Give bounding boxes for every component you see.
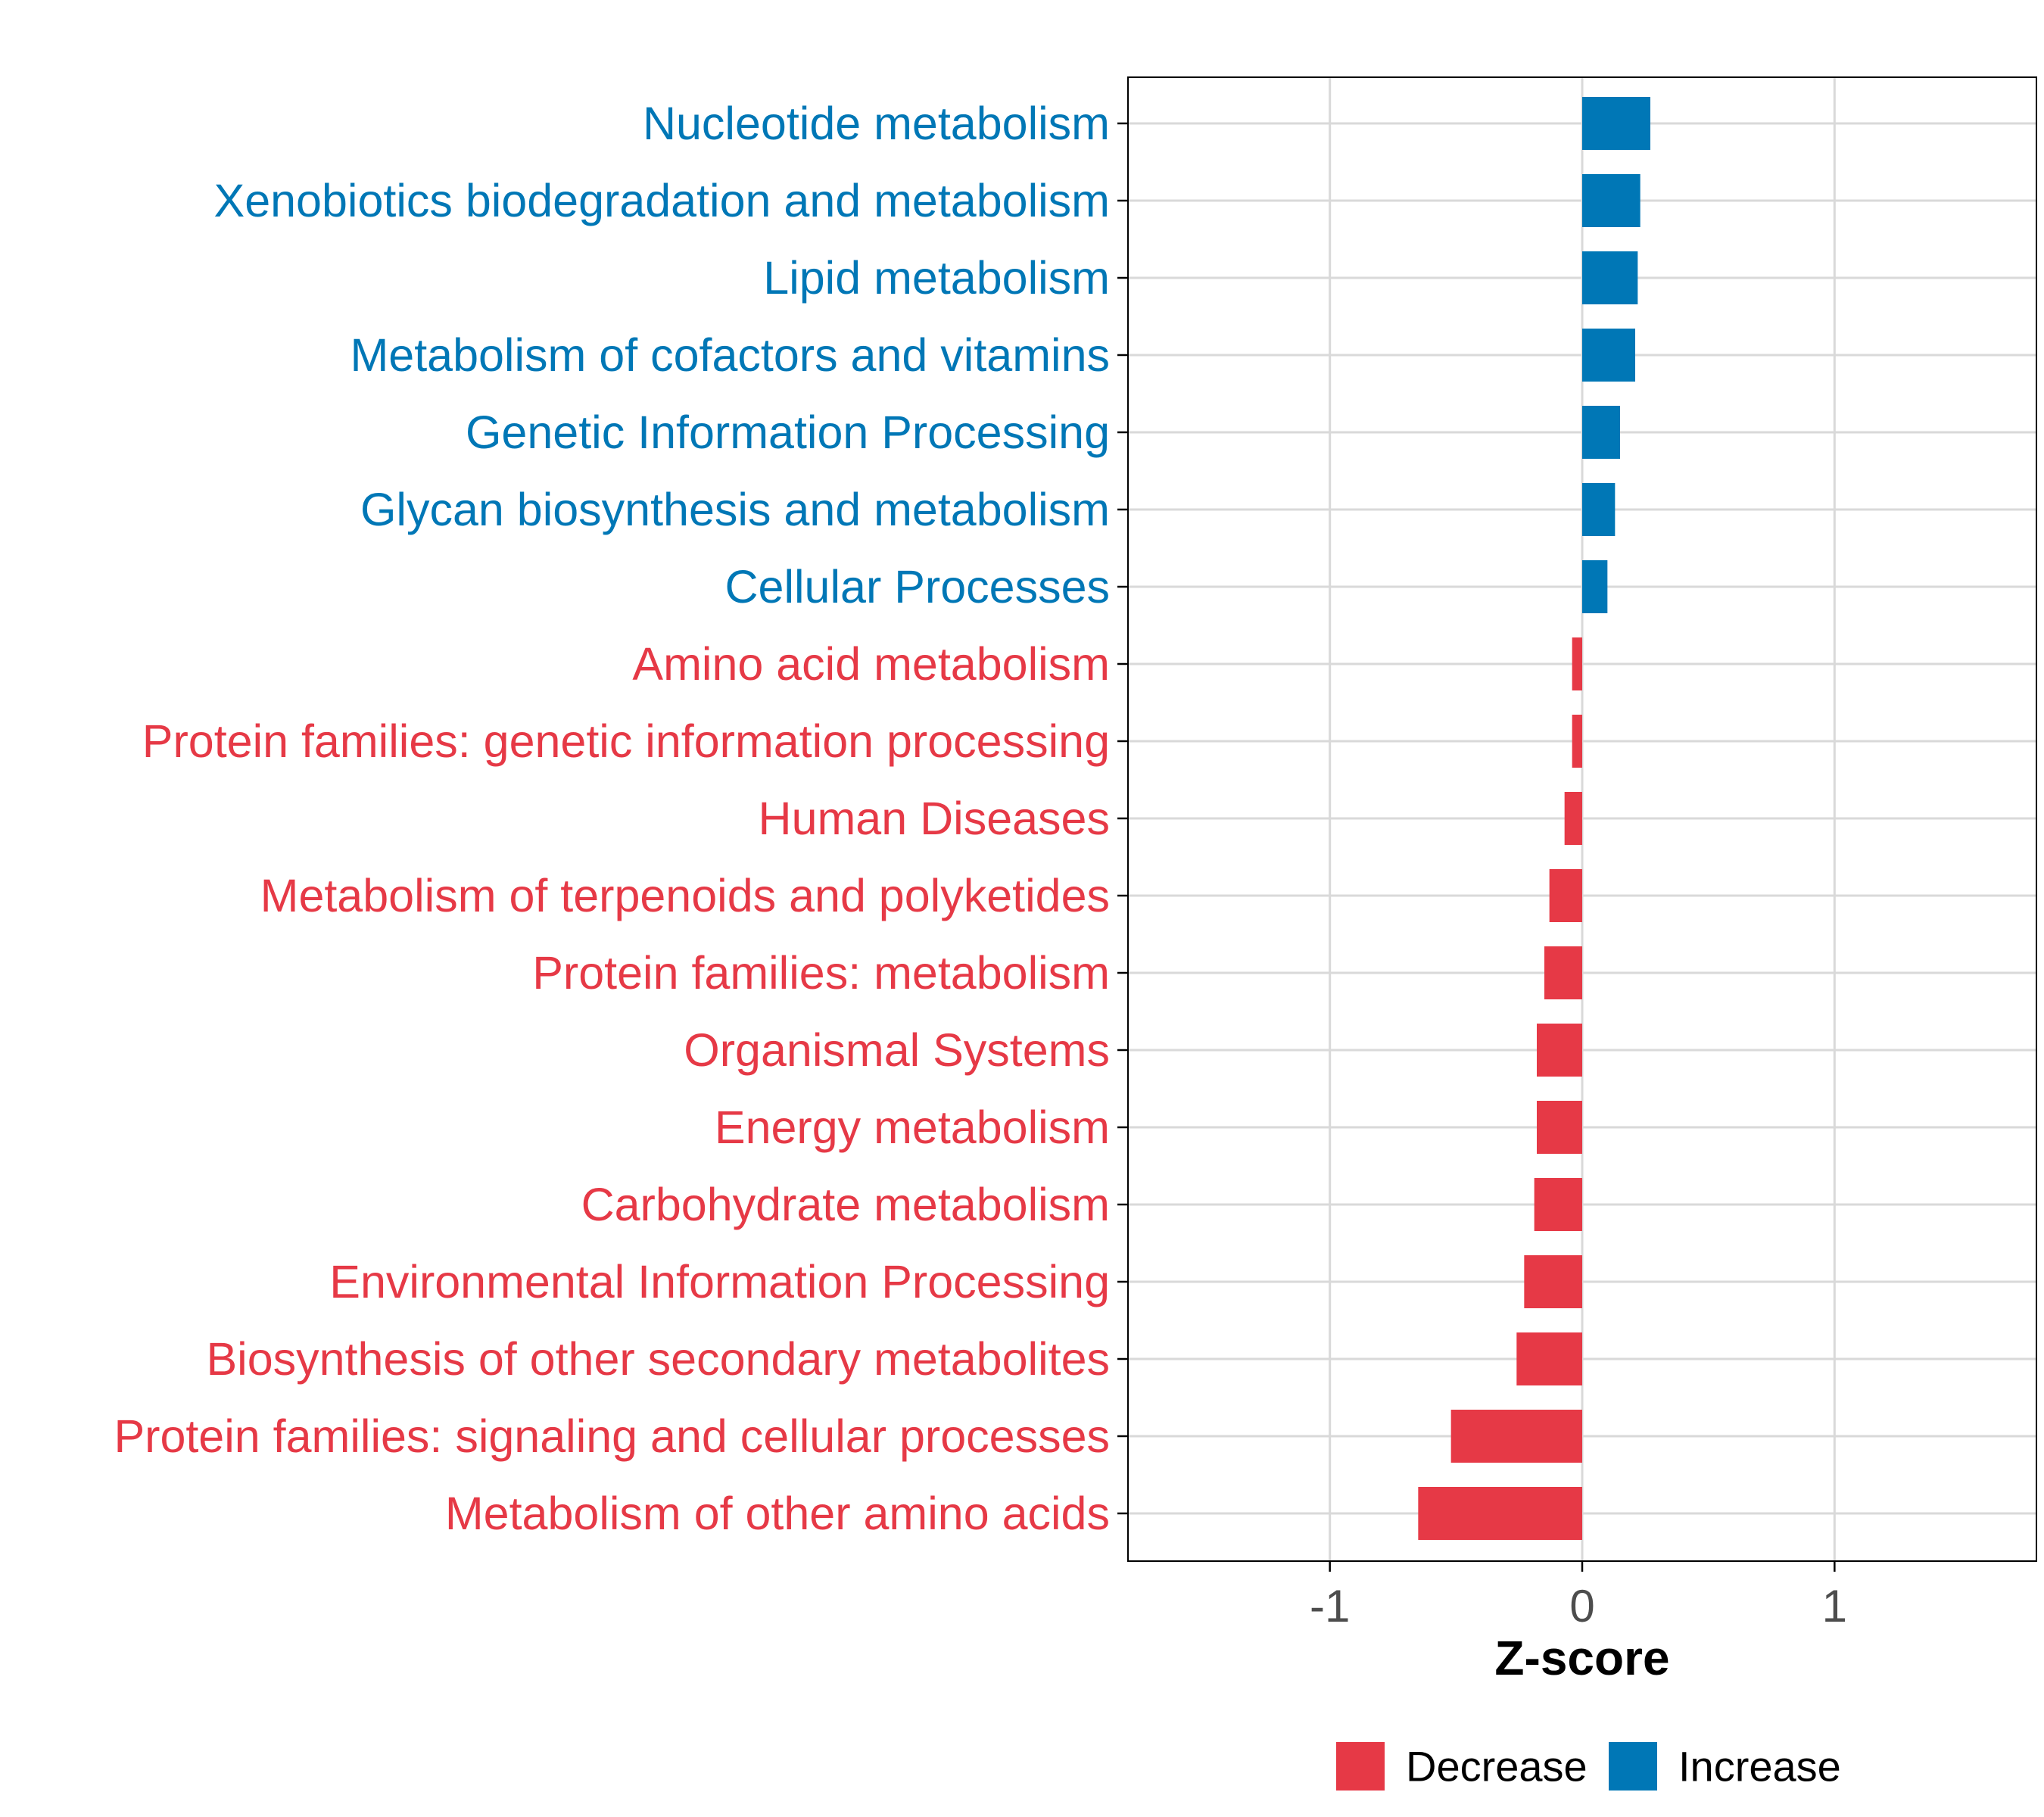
bar — [1549, 869, 1582, 922]
y-tick-label: Biosynthesis of other secondary metaboli… — [206, 1333, 1110, 1385]
bar — [1564, 792, 1582, 845]
bar — [1544, 946, 1582, 999]
y-tick-label: Organismal Systems — [684, 1024, 1110, 1076]
y-axis-labels: Nucleotide metabolism Xenobiotics biodegr… — [114, 98, 1110, 1539]
y-tick-label: Energy metabolism — [715, 1102, 1110, 1153]
legend-swatch — [1609, 1742, 1657, 1791]
y-tick-label: Protein families: metabolism — [532, 947, 1110, 999]
y-tick-label: Genetic Information Processing — [466, 407, 1110, 458]
bar — [1418, 1487, 1582, 1540]
y-tick-label: Protein families: signaling and cellular… — [114, 1410, 1110, 1462]
x-tick-label: 0 — [1569, 1581, 1594, 1632]
y-tick-label: Nucleotide metabolism — [643, 98, 1110, 149]
y-axis-ticks — [1117, 122, 1128, 1515]
y-tick-label: Glycan biosynthesis and metabolism — [360, 484, 1110, 535]
bar — [1537, 1024, 1582, 1077]
legend-label: Decrease — [1406, 1743, 1588, 1791]
y-tick-label: Metabolism of other amino acids — [445, 1488, 1110, 1539]
y-tick-label: Metabolism of cofactors and vitamins — [350, 329, 1110, 381]
y-tick-label: Protein families: genetic information pr… — [142, 715, 1110, 767]
y-tick-label: Lipid metabolism — [763, 252, 1110, 304]
bar — [1582, 560, 1608, 613]
y-tick-label: Human Diseases — [759, 793, 1110, 844]
bar — [1516, 1332, 1582, 1385]
bar — [1450, 1410, 1582, 1463]
y-tick-label: Cellular Processes — [724, 561, 1110, 612]
y-tick-label: Carbohydrate metabolism — [581, 1179, 1110, 1230]
x-axis-ticks: -1 0 1 — [1310, 1561, 1847, 1632]
legend: Decrease Increase — [1336, 1742, 1841, 1791]
legend-swatch — [1336, 1742, 1385, 1791]
bars — [1418, 97, 1650, 1540]
y-tick-label: Xenobiotics biodegradation and metabolis… — [214, 175, 1110, 226]
bar — [1582, 174, 1640, 227]
y-tick-label: Environmental Information Processing — [329, 1256, 1110, 1307]
y-tick-label: Metabolism of terpenoids and polyketides — [260, 870, 1110, 921]
y-tick-label: Amino acid metabolism — [632, 638, 1110, 690]
x-tick-label: -1 — [1310, 1581, 1350, 1632]
bar — [1534, 1178, 1582, 1231]
x-axis-title: Z-score — [1494, 1631, 1669, 1685]
legend-label: Increase — [1678, 1743, 1841, 1791]
bar — [1582, 329, 1635, 382]
bar — [1572, 715, 1582, 768]
x-tick-label: 1 — [1822, 1581, 1847, 1632]
bar — [1582, 251, 1638, 304]
bar — [1582, 97, 1650, 150]
bar — [1582, 483, 1616, 536]
bar — [1572, 637, 1582, 690]
bar — [1524, 1255, 1582, 1308]
bar — [1582, 406, 1620, 459]
bar — [1537, 1101, 1582, 1154]
